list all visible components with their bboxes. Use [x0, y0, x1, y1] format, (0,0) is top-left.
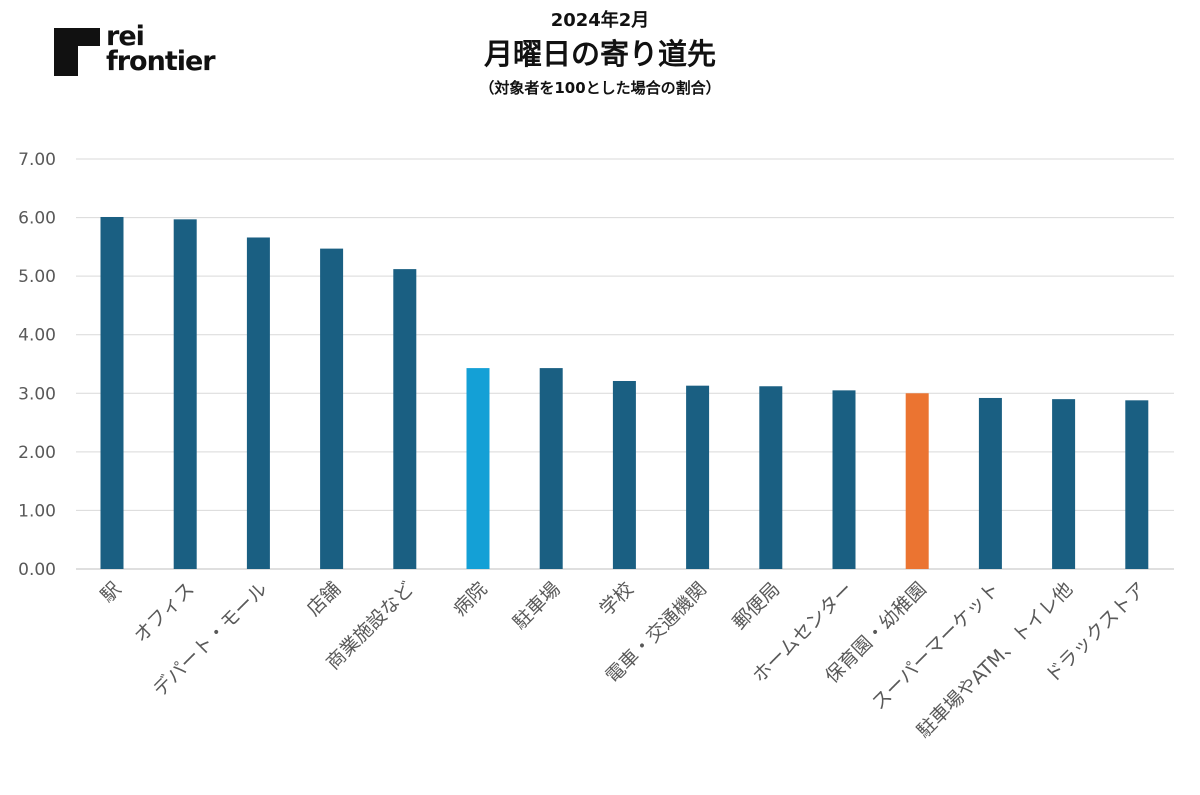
x-tick-label: 郵便局	[728, 578, 784, 634]
chart-bars	[100, 216, 1149, 570]
x-tick-label: オフィス	[130, 578, 199, 647]
x-tick-label: 駐車場	[509, 578, 565, 634]
chart-title-block: 2024年2月 月曜日の寄り道先 （対象者を100とした場合の割合）	[0, 8, 1200, 100]
x-tick-label: 店舗	[303, 578, 345, 620]
bar	[686, 385, 710, 569]
brand-logo-mark-icon	[54, 28, 100, 76]
bar	[759, 386, 783, 569]
brand-logo-text: rei frontier	[106, 21, 216, 77]
y-tick-label: 6.00	[18, 209, 56, 229]
brand-logo-line2: frontier	[106, 46, 216, 77]
y-axis: 0.00 1.00 2.00 3.00 4.00 5.00 6.00 7.00	[18, 150, 56, 580]
bar	[173, 219, 197, 570]
bar	[612, 380, 636, 569]
bar	[1125, 400, 1149, 569]
x-tick-label: 学校	[595, 578, 637, 620]
chart-date-label: 2024年2月	[550, 10, 650, 31]
bar	[539, 368, 563, 569]
bar	[1052, 399, 1076, 569]
y-tick-label: 3.00	[18, 384, 56, 404]
x-axis: 駅オフィスデパート・モール 店舗商業施設など 病院 駐車場 学校電車・交通機関 郵便局ホー…	[97, 578, 1151, 742]
chart-subtitle: （対象者を100とした場合の割合）	[479, 79, 721, 97]
y-tick-label: 2.00	[18, 443, 56, 463]
x-tick-label: 駅	[97, 578, 126, 607]
x-tick-label: スーパーマーケット	[868, 578, 1004, 714]
y-tick-label: 7.00	[18, 150, 56, 170]
brand-logo-line1: rei	[106, 21, 145, 52]
bar	[905, 393, 929, 569]
bar	[100, 216, 124, 569]
bar	[320, 248, 344, 569]
bar	[832, 390, 856, 569]
bar	[246, 237, 270, 569]
bar	[393, 269, 417, 569]
brand-logo: rei frontier	[54, 21, 224, 82]
y-tick-label: 4.00	[18, 326, 56, 346]
y-tick-label: 5.00	[18, 267, 56, 287]
x-tick-label: 病院	[449, 578, 491, 620]
chart-title: 月曜日の寄り道先	[483, 37, 716, 71]
y-tick-label: 0.00	[18, 560, 56, 580]
y-tick-label: 1.00	[18, 501, 56, 521]
bar	[978, 397, 1002, 569]
bar	[466, 368, 490, 569]
